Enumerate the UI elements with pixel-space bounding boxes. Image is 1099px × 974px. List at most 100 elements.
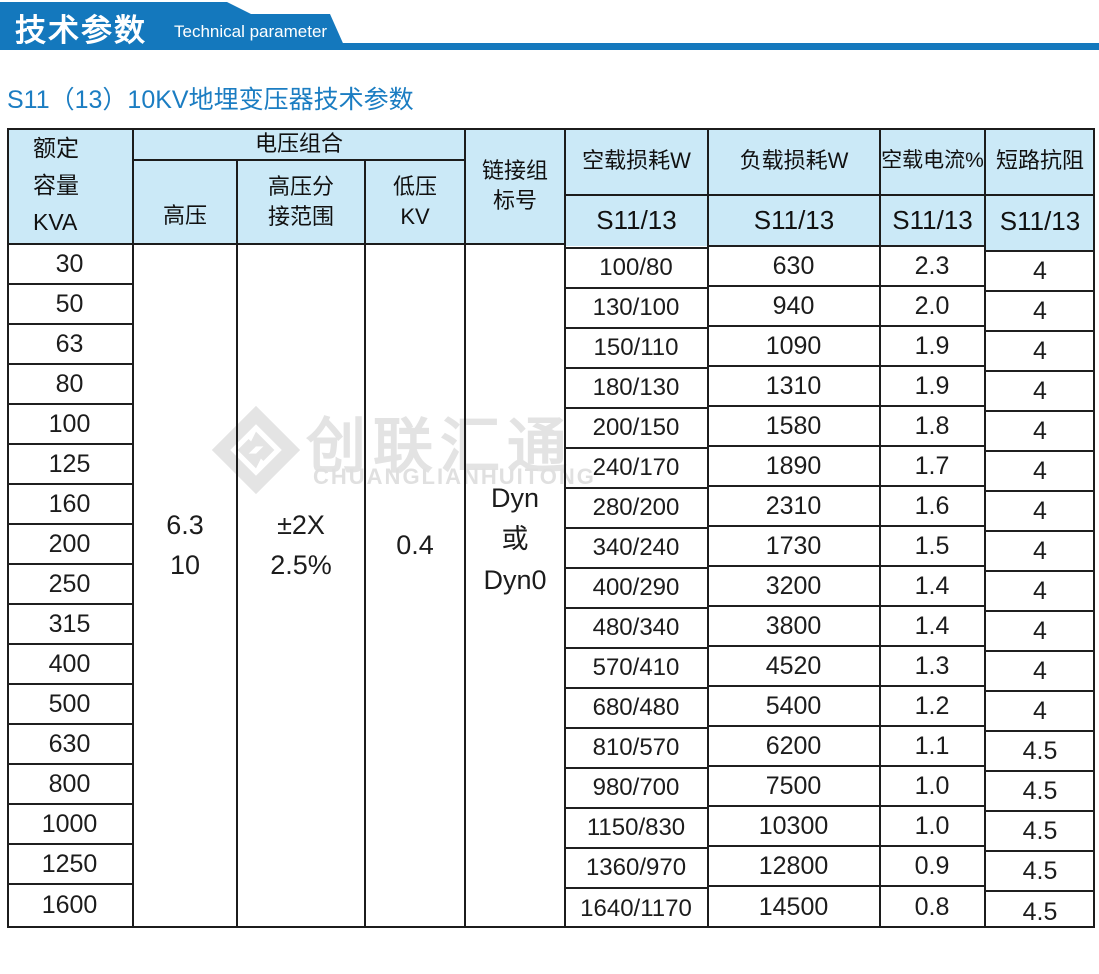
- short-circuit-impedance-cell: 4: [985, 692, 1095, 732]
- rated-capacity-kva-cell: 250: [7, 565, 132, 605]
- grid-line: [984, 128, 986, 926]
- load-loss-w-cell: 5400: [708, 687, 879, 727]
- short-circuit-impedance-cell: 4: [985, 332, 1095, 372]
- no-load-current-pct-cell: 1.8: [880, 407, 984, 447]
- header-no-load-current: 空载电流%: [881, 148, 984, 172]
- rated-capacity-kva-cell: 50: [7, 285, 132, 325]
- header-rated-capacity: 额定 容量 KVA: [33, 135, 79, 235]
- header-accent-strip: [0, 43, 1099, 50]
- rated-capacity-kva-cell: 30: [7, 245, 132, 285]
- brand-name-watermark: 创联汇通: [306, 413, 574, 480]
- no-load-loss-w-cell: 1360/970: [565, 849, 707, 889]
- column-rated-capacity: 30 50 63 80 100 125 160 200 250 315 400 500 630 800 10…: [7, 245, 132, 926]
- short-circuit-impedance-cell: 4.5: [985, 732, 1095, 772]
- rated-capacity-kva-cell: 160: [7, 485, 132, 525]
- no-load-current-pct-cell: 0.8: [914, 892, 950, 921]
- grid-line: [133, 159, 465, 161]
- load-loss-w-cell: 630: [708, 247, 879, 287]
- short-circuit-impedance-cell: 4.5: [985, 812, 1095, 852]
- rated-capacity-kva-cell: 1600: [41, 890, 98, 919]
- rated-capacity-kva-cell: 100: [7, 405, 132, 445]
- no-load-loss-w-cell: 400/290: [565, 569, 707, 609]
- rated-capacity-kva-cell: 1000: [7, 805, 132, 845]
- no-load-current-pct-cell: 2.0: [880, 287, 984, 327]
- grid-line: [7, 243, 565, 245]
- no-load-loss-w-cell: 280/200: [565, 489, 707, 529]
- rated-capacity-kva-cell: 200: [7, 525, 132, 565]
- no-load-current-pct-cell: 1.4: [880, 567, 984, 607]
- short-circuit-impedance-cell: 4.5: [985, 852, 1095, 892]
- short-circuit-impedance-cell: 4.5: [985, 772, 1095, 812]
- header-model-load-loss: S11/13: [753, 205, 835, 236]
- load-loss-w-cell: 14500: [758, 892, 829, 921]
- short-circuit-impedance-cell: 4.5: [1022, 897, 1058, 926]
- rated-capacity-kva-cell: 63: [7, 325, 132, 365]
- brand-name-latin-watermark: CHUANGLIANHUITONG: [313, 464, 596, 489]
- grid-line: [132, 128, 134, 926]
- load-loss-w-cell: 1730: [708, 527, 879, 567]
- rated-capacity-kva-cell: 400: [7, 645, 132, 685]
- no-load-loss-w-cell: 130/100: [565, 289, 707, 329]
- section-title-zh: 技术参数: [15, 13, 147, 48]
- no-load-current-pct-cell: 0.9: [880, 847, 984, 887]
- header-impedance: 短路抗阻: [995, 148, 1084, 174]
- no-load-current-pct-cell: 2.3: [880, 247, 984, 287]
- grid-line: [565, 194, 1095, 196]
- rated-capacity-kva-cell: 800: [7, 765, 132, 805]
- short-circuit-impedance-cell: 4: [985, 612, 1095, 652]
- short-circuit-impedance-cell: 4: [985, 372, 1095, 412]
- header-load-loss: 负载损耗W: [739, 148, 849, 174]
- column-impedance: 4 4 4 4 4 4 4 4 4 4 4 4 4.5 4.5 4.5 4.5 4.5: [985, 250, 1095, 926]
- load-loss-w-cell: 940: [708, 287, 879, 327]
- cell-high-voltage-value: 6.3 10: [166, 510, 204, 580]
- header-voltage-group: 电压组合: [254, 130, 343, 156]
- no-load-current-pct-cell: 1.3: [880, 647, 984, 687]
- header-background-patch: [985, 246, 1095, 250]
- grid-line: [707, 128, 709, 926]
- load-loss-w-cell: 3800: [708, 607, 879, 647]
- load-loss-w-cell: 3200: [708, 567, 879, 607]
- no-load-current-pct-cell: 1.0: [880, 807, 984, 847]
- rated-capacity-kva-cell: 80: [7, 365, 132, 405]
- no-load-loss-w-cell: 480/340: [565, 609, 707, 649]
- short-circuit-impedance-cell: 4: [985, 572, 1095, 612]
- no-load-loss-w-cell: 980/700: [565, 769, 707, 809]
- no-load-loss-w-cell: 570/410: [565, 649, 707, 689]
- no-load-current-pct-cell: 1.9: [880, 367, 984, 407]
- header-low-voltage: 低压 KV: [392, 174, 437, 229]
- no-load-current-pct-cell: 1.1: [880, 727, 984, 767]
- column-load-loss: 630 940 1090 1310 1580 1890 2310 1730 3200 3800 45…: [708, 245, 879, 926]
- section-title-en: Technical parameter: [174, 22, 328, 41]
- no-load-loss-w-cell: 680/480: [565, 689, 707, 729]
- no-load-current-pct-cell: 1.0: [880, 767, 984, 807]
- no-load-loss-w-cell: 180/130: [565, 369, 707, 409]
- load-loss-w-cell: 1890: [708, 447, 879, 487]
- no-load-current-pct-cell: 1.6: [880, 487, 984, 527]
- rated-capacity-kva-cell: 1250: [7, 845, 132, 885]
- short-circuit-impedance-cell: 4: [985, 452, 1095, 492]
- load-loss-w-cell: 4520: [708, 647, 879, 687]
- column-no-load-loss: 100/80 130/100 150/110 180/130 200/150 240/17…: [565, 247, 707, 926]
- header-model-no-load-loss: S11/13: [596, 205, 677, 236]
- no-load-current-pct-cell: 1.2: [880, 687, 984, 727]
- no-load-current-pct-cell: 1.9: [880, 327, 984, 367]
- short-circuit-impedance-cell: 4: [985, 492, 1095, 532]
- no-load-loss-w-cell: 1640/1170: [580, 895, 692, 922]
- rated-capacity-kva-cell: 315: [7, 605, 132, 645]
- rated-capacity-kva-cell: 125: [7, 445, 132, 485]
- no-load-loss-w-cell: 1150/830: [565, 809, 707, 849]
- cell-vector-group-value: Dyn 或 Dyn0: [483, 483, 547, 595]
- header-high-voltage: 高压: [162, 203, 207, 229]
- no-load-loss-w-cell: 200/150: [565, 409, 707, 449]
- no-load-loss-w-cell: 340/240: [565, 529, 707, 569]
- header-hv-tap-range: 高压分 接范围: [267, 174, 334, 229]
- load-loss-w-cell: 7500: [708, 767, 879, 807]
- header-background-right: [565, 128, 1095, 246]
- brand-logo-watermark-icon: [210, 404, 302, 501]
- load-loss-w-cell: 1580: [708, 407, 879, 447]
- header-model-impedance: S11/13: [999, 206, 1081, 237]
- no-load-loss-w-cell: 810/570: [565, 729, 707, 769]
- page-title: S11（13）10KV地埋变压器技术参数: [7, 86, 414, 114]
- rated-capacity-kva-cell: 500: [7, 685, 132, 725]
